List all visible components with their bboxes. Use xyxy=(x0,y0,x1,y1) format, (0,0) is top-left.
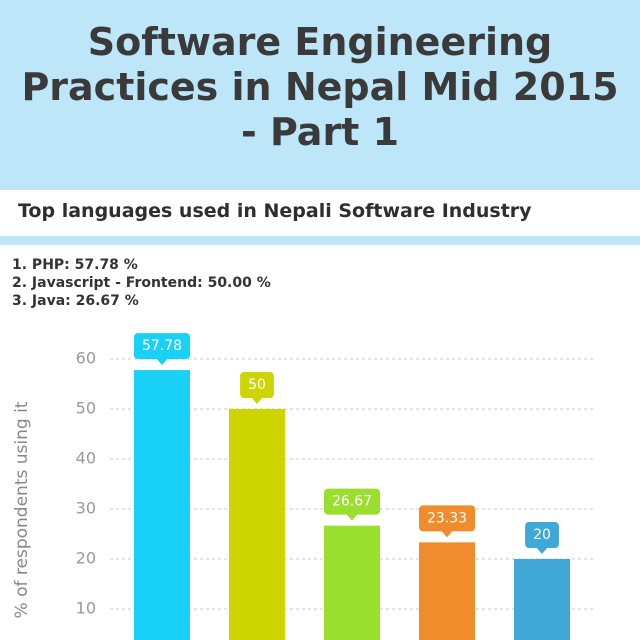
value-pointer xyxy=(251,397,263,404)
value-label: 20 xyxy=(533,527,551,543)
value-bubble xyxy=(323,488,381,515)
value-bubble xyxy=(525,522,559,548)
y-tick-label: 20 xyxy=(76,549,96,568)
divider xyxy=(0,236,640,245)
bar xyxy=(134,370,190,640)
notes: 1. PHP: 57.78 % 2. Javascript - Frontend… xyxy=(12,256,271,310)
y-tick-label: 50 xyxy=(76,399,96,418)
value-label: 26.67 xyxy=(332,494,372,510)
value-bubble xyxy=(133,333,191,360)
y-tick-label: 60 xyxy=(76,349,96,368)
value-bubble xyxy=(240,372,274,398)
title: Software Engineering Practices in Nepal … xyxy=(21,20,619,154)
value-pointer xyxy=(441,530,453,538)
value-pointer xyxy=(346,513,358,521)
value-label: 57.78 xyxy=(142,338,182,354)
header-band: Software Engineering Practices in Nepal … xyxy=(0,0,640,190)
y-tick-label: 10 xyxy=(76,599,96,618)
value-pointer xyxy=(156,358,168,366)
value-pointer xyxy=(536,547,548,554)
note: 2. Javascript - Frontend: 50.00 % xyxy=(12,275,271,291)
note: 1. PHP: 57.78 % xyxy=(12,257,138,273)
note: 3. Java: 26.67 % xyxy=(12,293,139,309)
subtitle: Top languages used in Nepali Software In… xyxy=(18,200,532,222)
y-axis-label: % of respondents using it xyxy=(12,401,32,618)
value-label: 23.33 xyxy=(427,510,467,526)
bar xyxy=(514,559,570,640)
bar xyxy=(419,542,475,640)
bar xyxy=(324,525,380,640)
value-bubble xyxy=(418,505,476,532)
bar xyxy=(229,409,285,640)
y-tick-label: 40 xyxy=(76,449,96,468)
value-label: 50 xyxy=(248,377,266,393)
y-tick-label: 30 xyxy=(76,499,96,518)
